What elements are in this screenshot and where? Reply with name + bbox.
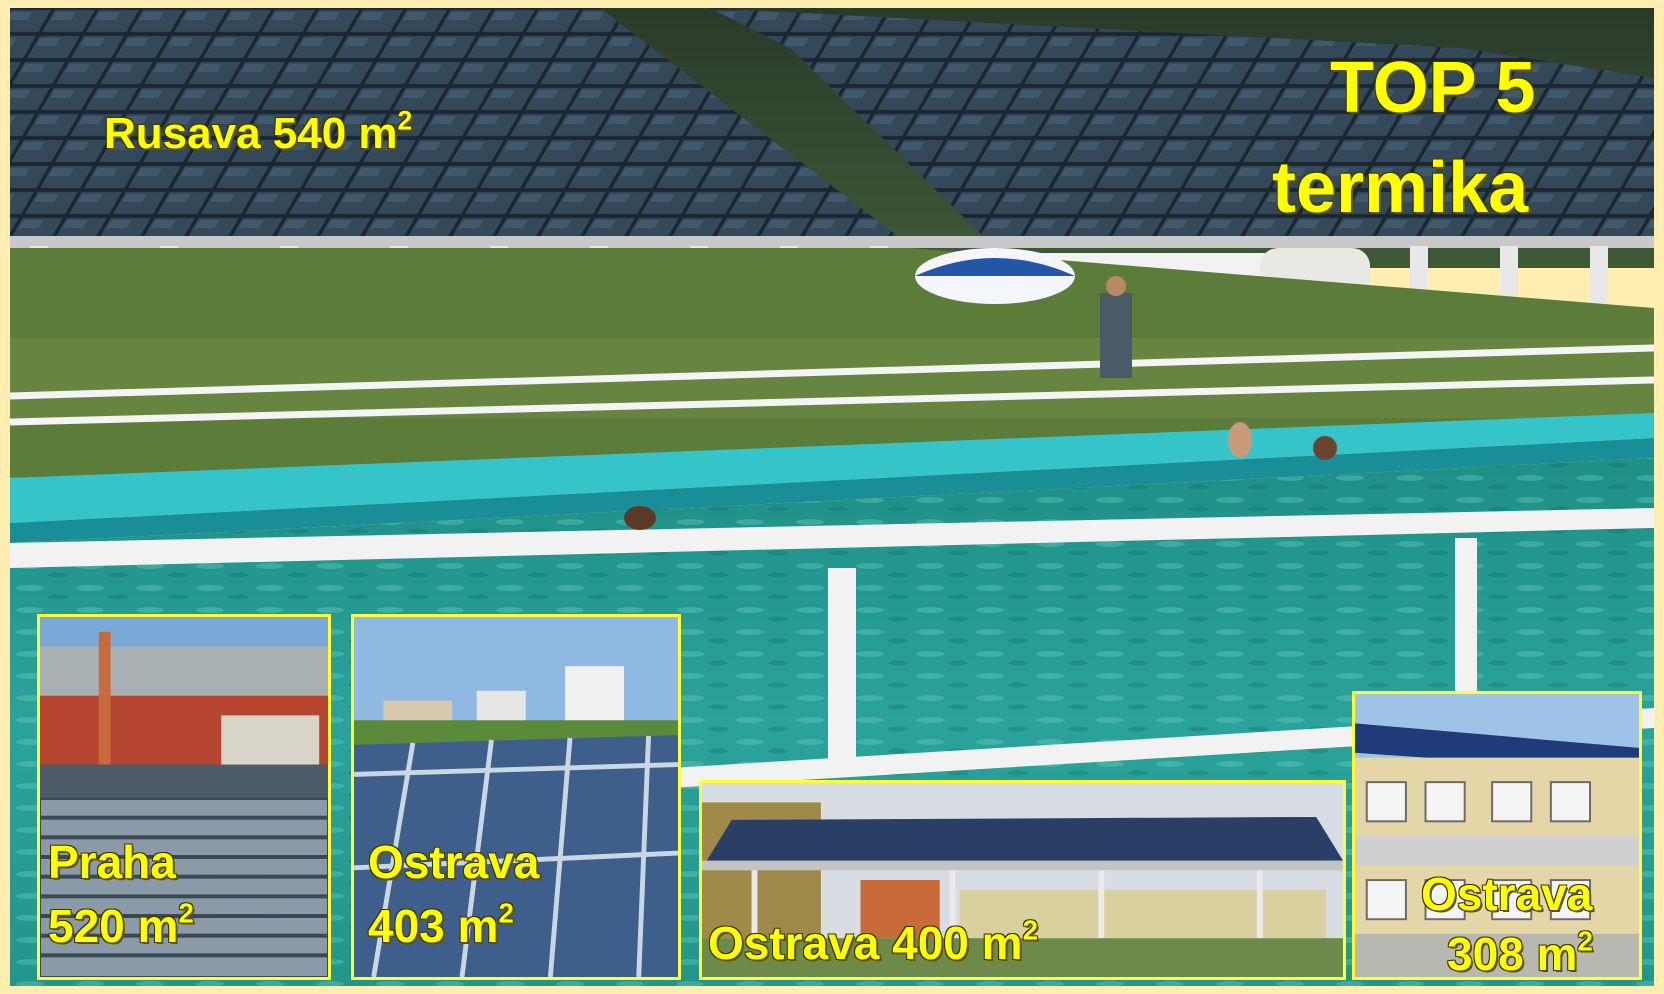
tile-ostrava-308-area: 308 m2: [1447, 927, 1593, 980]
praha-collectors-image: [40, 617, 328, 977]
tile-ostrava-308: Ostrava 308 m2: [1352, 691, 1642, 980]
title-line-1: TOP 5: [1330, 48, 1536, 128]
tile-ostrava-308-exp: 2: [1577, 925, 1593, 957]
rusava-name: Rusava: [104, 109, 261, 158]
tile-praha-exp: 2: [178, 897, 194, 929]
tile-ostrava-403: Ostrava 403 m2: [351, 614, 681, 980]
main-photo: Rusava 540 m2 TOP 5 termika Praha 520 m2: [10, 8, 1654, 986]
tile-ostrava-308-name: Ostrava: [1421, 868, 1593, 920]
tile-praha-value: 520 m: [48, 900, 179, 952]
tile-praha-area: 520 m2: [48, 899, 194, 952]
tile-ostrava-403-value: 403 m: [368, 900, 499, 952]
tile-ostrava-308-value: 308 m: [1447, 928, 1578, 980]
tile-ostrava-403-exp: 2: [498, 897, 514, 929]
rusava-exp: 2: [397, 105, 413, 136]
tile-ostrava-400-label: Ostrava 400 m2: [708, 916, 1038, 969]
tile-ostrava-400-name: Ostrava: [708, 917, 880, 969]
rusava-value: 540 m: [272, 109, 398, 158]
ostrava-400-collectors-image: [702, 783, 1343, 977]
tile-ostrava-400-exp: 2: [1022, 914, 1038, 946]
title-line-2: termika: [1272, 148, 1529, 228]
tile-ostrava-403-name: Ostrava: [368, 836, 540, 888]
ostrava-403-collectors-image: [354, 617, 678, 977]
tile-praha-name: Praha: [48, 836, 176, 888]
tile-ostrava-400: Ostrava 400 m2: [699, 780, 1346, 980]
tile-praha: Praha 520 m2: [37, 614, 331, 980]
tile-ostrava-400-value: 400 m: [892, 917, 1023, 969]
tile-ostrava-403-area: 403 m2: [368, 899, 514, 952]
rusava-label: Rusava 540 m2: [104, 107, 412, 158]
ostrava-308-building-image: [1355, 694, 1639, 977]
